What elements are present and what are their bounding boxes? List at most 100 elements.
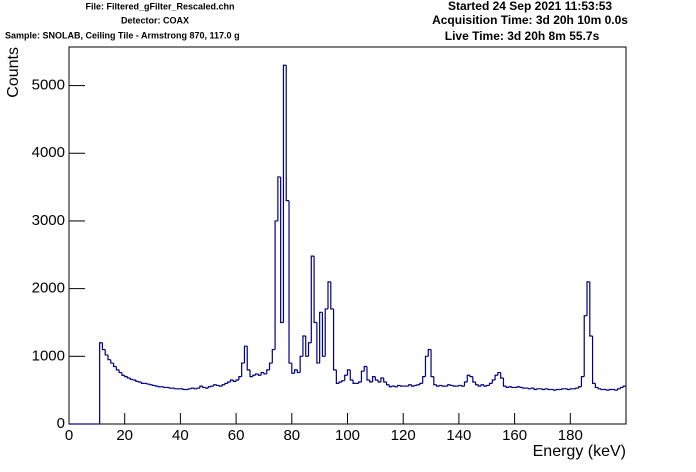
histogram-bin (527, 388, 532, 390)
histogram-bin (469, 375, 473, 378)
histogram-bin (168, 387, 173, 389)
histogram-bin (422, 376, 426, 384)
histogram-bin (533, 388, 537, 391)
histogram-bin (335, 369, 340, 384)
histogram-bin (383, 377, 387, 383)
histogram-bin (416, 384, 420, 386)
histogram-bin (555, 388, 560, 391)
x-tick-label: 180 (558, 427, 583, 444)
histogram-bin (441, 385, 445, 387)
histogram-bin (480, 384, 484, 387)
histogram-bin (210, 385, 214, 387)
histogram-bin (617, 388, 621, 391)
info-sample: Sample: SNOLAB, Ceiling Tile - Armstrong… (5, 30, 240, 40)
histogram-bin (157, 386, 161, 388)
histogram-bin (452, 385, 457, 387)
histogram-bin (458, 384, 462, 387)
histogram-bin (163, 386, 167, 389)
y-tick-label: 1000 (32, 347, 65, 364)
histogram-bin (341, 380, 345, 383)
histogram-bin (207, 386, 212, 389)
histogram-bin (516, 386, 521, 388)
histogram-bin (466, 374, 471, 383)
histogram-bin (352, 380, 356, 384)
histogram-bin (530, 387, 535, 389)
histogram-bin (305, 336, 309, 357)
y-tick-label: 0 (57, 415, 65, 432)
histogram-bin (397, 384, 401, 387)
histogram-bin (408, 384, 412, 387)
x-tick-label: 0 (65, 427, 73, 444)
histogram-bin (188, 388, 192, 390)
histogram-bin (433, 376, 437, 386)
histogram-bin (291, 363, 295, 374)
histogram-bin (594, 383, 599, 389)
histogram-bin (430, 349, 434, 378)
histogram-bin (224, 382, 228, 385)
histogram-bin (268, 362, 273, 370)
histogram-bin (358, 381, 362, 384)
histogram-bin (274, 220, 278, 350)
histogram-bin (385, 382, 390, 386)
histogram-bin (202, 386, 206, 389)
histogram-bin (313, 256, 317, 324)
histogram-bin (377, 380, 381, 383)
histogram-bin (410, 384, 415, 387)
histogram-bin (299, 355, 303, 373)
histogram-bin (101, 342, 106, 351)
histogram-bin (154, 385, 159, 387)
histogram-bin (302, 335, 306, 357)
histogram-bin (541, 388, 546, 391)
histogram-bin (366, 366, 370, 381)
histogram-bin (449, 384, 454, 387)
histogram-bin (263, 372, 267, 375)
histogram-bin (285, 65, 290, 202)
histogram-bin (280, 176, 284, 324)
histogram-bin (360, 370, 365, 383)
histogram-bin (132, 379, 136, 381)
histogram-bin (436, 384, 440, 387)
histogram-bin (324, 308, 329, 357)
histogram-bin (589, 281, 593, 337)
histogram-bin (438, 384, 443, 387)
histogram-bin (213, 384, 217, 387)
histogram-bin (622, 385, 626, 388)
histogram-bin (277, 176, 281, 221)
histogram-bin (204, 387, 209, 389)
histogram-bin (597, 387, 601, 390)
histogram-bin (619, 386, 624, 389)
histogram-bin (374, 376, 379, 381)
histogram-bin (614, 389, 618, 391)
y-tick-label: 2000 (32, 280, 65, 297)
histogram-bin (363, 365, 367, 372)
histogram-bin (218, 385, 223, 387)
histogram-bin (344, 374, 348, 381)
histogram-bin (332, 308, 337, 371)
histogram-bin (182, 388, 186, 391)
histogram-bin (502, 377, 507, 387)
info-live: Live Time: 3d 20h 8m 55.7s (445, 29, 600, 43)
histogram-bin (578, 386, 582, 389)
x-tick-label: 40 (172, 427, 189, 444)
y-axis-label: Counts (5, 47, 22, 98)
histogram-bin (99, 342, 103, 424)
histogram-bin (232, 380, 237, 382)
histogram-bin (221, 384, 225, 387)
x-tick-label: 60 (228, 427, 245, 444)
histogram-bin (140, 382, 145, 384)
histogram-bin (266, 369, 270, 374)
histogram-bin (486, 384, 490, 387)
histogram-bin (282, 64, 287, 323)
histogram-bin (500, 372, 504, 379)
info-file: File: Filtered_gFilter_Rescaled.chn (85, 1, 234, 11)
histogram-bin (369, 380, 373, 383)
x-axis-label: Energy (keV) (533, 443, 626, 460)
histogram-bin (394, 386, 398, 388)
histogram-bin (371, 376, 376, 383)
histogram-bin (536, 388, 540, 390)
histogram-bin (330, 281, 334, 310)
histogram-bin (199, 385, 203, 389)
histogram-bin (424, 355, 429, 377)
info-acq: Acquisition Time: 3d 20h 10m 0.0s (432, 13, 628, 27)
